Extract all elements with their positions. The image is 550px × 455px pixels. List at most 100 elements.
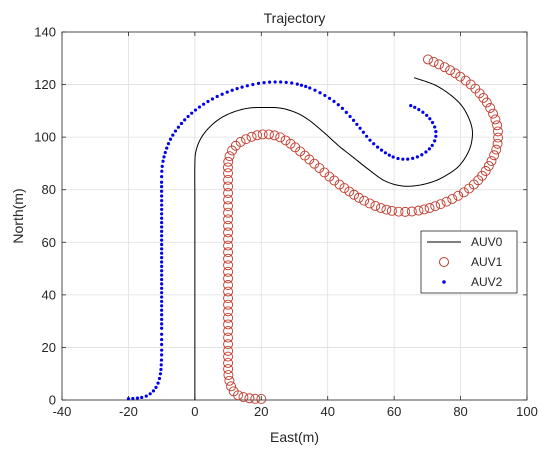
grid-lines [61, 31, 528, 401]
data-point-auv2 [166, 142, 171, 146]
data-point-auv2 [355, 122, 359, 126]
data-point-auv1 [485, 103, 496, 113]
data-point-auv2 [434, 130, 438, 134]
data-point-auv1 [423, 54, 433, 65]
data-point-auv1 [228, 386, 239, 397]
data-point-auv2 [160, 251, 164, 255]
y-tick-label: 40 [42, 287, 56, 302]
chart-title: Trajectory [264, 10, 326, 26]
data-point-auv2 [332, 99, 336, 103]
data-point-auv1 [493, 126, 503, 137]
data-point-auv2 [160, 199, 164, 203]
data-point-auv1 [488, 108, 499, 119]
x-tick-label: 0 [191, 404, 198, 419]
data-point-auv2 [160, 286, 164, 290]
data-point-auv2 [159, 367, 163, 372]
data-point-auv1 [223, 240, 234, 251]
data-point-auv1 [492, 138, 503, 149]
data-point-auv2 [162, 155, 166, 159]
data-point-auv2 [160, 304, 164, 308]
data-point-auv1 [458, 187, 469, 198]
data-point-auv2 [391, 155, 395, 159]
data-point-auv2 [225, 90, 229, 94]
data-point-auv2 [160, 238, 164, 242]
data-point-auv1 [419, 204, 429, 215]
data-point-auv1 [223, 234, 234, 244]
data-point-auv2 [308, 86, 312, 90]
data-point-auv2 [411, 156, 415, 160]
data-point-auv2 [151, 389, 156, 393]
y-tick-label: 120 [34, 77, 56, 92]
x-axis-title: East(m) [270, 429, 319, 445]
data-point-auv1 [223, 286, 234, 297]
y-tick-label: 20 [42, 340, 56, 355]
data-point-auv2 [135, 396, 140, 400]
data-point-auv2 [340, 106, 344, 110]
data-point-auv1 [428, 56, 439, 67]
data-point-auv2 [415, 155, 419, 159]
data-point-auv2 [160, 326, 164, 330]
data-point-auv2 [160, 277, 164, 282]
data-point-auv1 [430, 201, 441, 212]
data-point-auv1 [223, 253, 234, 264]
data-point-auv1 [223, 168, 233, 179]
data-point-auv1 [381, 204, 392, 215]
legend: AUV0 AUV1 AUV2 [420, 230, 518, 294]
data-point-auv2 [160, 348, 164, 352]
data-point-auv2 [160, 282, 164, 286]
data-point-auv1 [250, 393, 261, 404]
data-point-auv2 [313, 88, 317, 92]
data-point-auv1 [445, 65, 456, 76]
legend-box [420, 230, 518, 294]
data-point-auv2 [299, 83, 304, 87]
data-point-auv2 [160, 174, 164, 179]
data-point-auv1 [364, 198, 375, 209]
x-tick-label: 20 [254, 404, 268, 419]
series-auv1 [222, 54, 504, 404]
data-point-auv2 [160, 264, 164, 268]
data-point-auv2 [179, 121, 184, 126]
data-point-auv2 [433, 139, 437, 143]
data-point-auv2 [304, 84, 308, 89]
data-point-auv2 [206, 99, 210, 104]
series-layer [126, 54, 504, 404]
data-point-auv1 [424, 203, 435, 213]
data-point-auv2 [160, 216, 164, 220]
data-point-auv2 [372, 142, 376, 146]
data-point-auv2 [160, 164, 164, 169]
data-point-auv2 [148, 392, 152, 396]
data-point-auv2 [365, 134, 369, 138]
data-point-auv1 [455, 71, 466, 82]
data-point-auv2 [240, 85, 244, 89]
data-point-auv2 [375, 145, 380, 149]
data-point-auv2 [210, 97, 215, 101]
data-point-auv1 [223, 280, 234, 290]
data-point-auv2 [165, 146, 169, 150]
series-line-auv0 [194, 77, 473, 400]
data-point-auv1 [465, 79, 476, 90]
data-point-auv2 [176, 125, 180, 129]
data-point-auv2 [160, 317, 164, 321]
data-point-auv2 [290, 81, 294, 85]
data-point-auv2 [160, 207, 164, 212]
data-point-auv1 [256, 394, 267, 404]
data-point-auv2 [160, 353, 164, 357]
data-point-auv1 [400, 206, 411, 217]
legend-marker-auv2 [442, 280, 446, 284]
data-point-auv1 [223, 326, 234, 336]
data-point-auv1 [241, 134, 251, 145]
series-auv2 [126, 80, 438, 401]
data-point-auv1 [223, 306, 234, 317]
data-point-auv2 [428, 117, 432, 121]
data-point-auv1 [223, 201, 234, 212]
data-point-auv1 [453, 190, 464, 201]
data-point-auv2 [190, 111, 194, 115]
data-point-auv2 [160, 322, 164, 326]
data-point-auv2 [160, 247, 164, 251]
data-point-auv2 [159, 184, 164, 189]
plot-area-frame [61, 31, 528, 401]
data-point-auv2 [160, 220, 164, 225]
data-point-auv2 [344, 110, 348, 114]
